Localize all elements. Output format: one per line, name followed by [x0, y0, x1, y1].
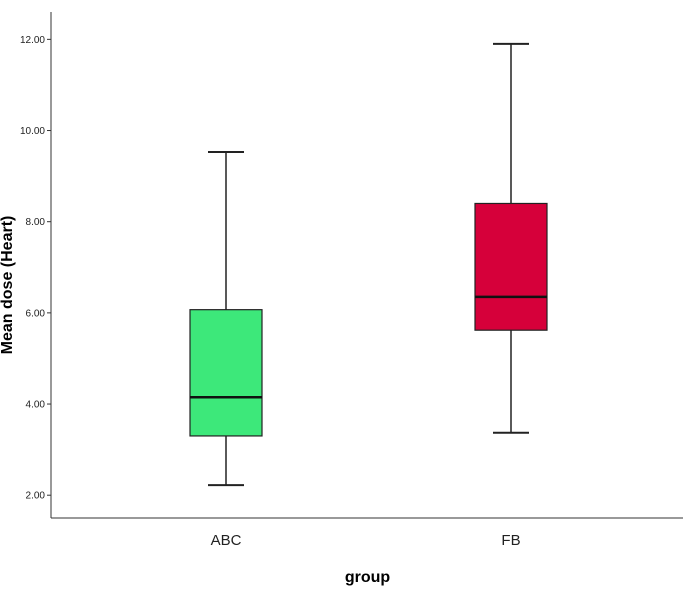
axes: 2.00 4.00 6.00 8.00 10.00 12.00 ABC FB [20, 12, 683, 549]
y-tick-label: 10.00 [20, 126, 45, 137]
y-axis-title: Mean dose (Heart) [0, 216, 16, 355]
y-tick-label: 2.00 [26, 491, 46, 502]
x-tick-label: FB [501, 532, 520, 549]
x-tick-label: ABC [211, 532, 242, 549]
x-axis-title: group [345, 569, 391, 586]
y-tick-label: 8.00 [26, 217, 46, 228]
box-abc [189, 150, 263, 487]
iqr-box [189, 309, 263, 437]
box-fb [474, 42, 548, 434]
iqr-box [474, 202, 548, 331]
y-tick-label: 6.00 [26, 308, 46, 319]
x-ticks: ABC FB [211, 532, 521, 549]
y-ticks: 2.00 4.00 6.00 8.00 10.00 12.00 [20, 35, 51, 502]
y-tick-label: 12.00 [20, 35, 45, 46]
y-tick-label: 4.00 [26, 400, 46, 411]
plot-area [189, 42, 548, 487]
